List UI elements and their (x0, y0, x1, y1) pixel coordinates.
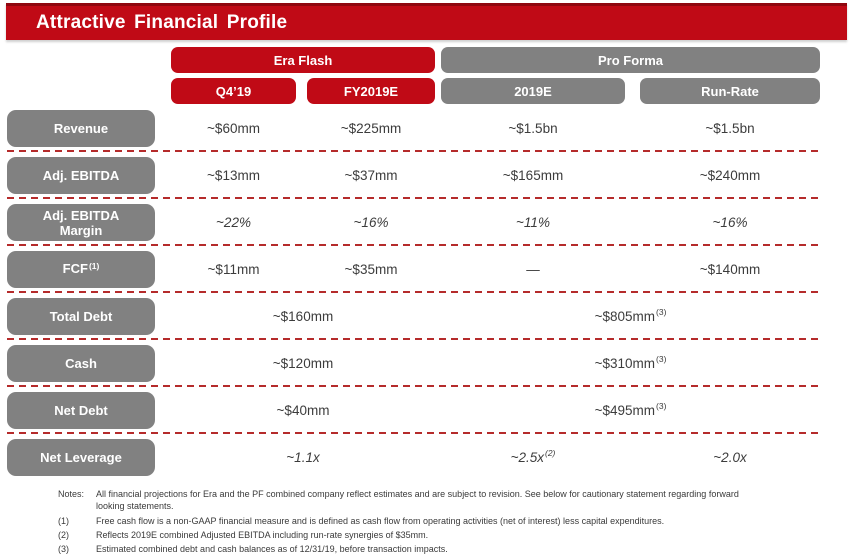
header-col-2019e: 2019E (441, 78, 625, 104)
cell-revenue-run-rate: ~$1.5bn (705, 121, 755, 136)
row-label-text: Adj. EBITDA (42, 168, 120, 183)
cell-adj-ebitda-fy2019e: ~$37mm (344, 168, 398, 183)
table-row-cash: Cash ~$120mm ~$310mm (3) (0, 340, 850, 387)
row-label-adj-ebitda-margin: Adj. EBITDA Margin (7, 204, 155, 241)
page-title: Attractive Financial Profile (36, 12, 288, 33)
row-label-fcf: FCF(1) (7, 251, 155, 288)
row-label-total-debt: Total Debt (7, 298, 155, 335)
table-row-net-leverage: Net Leverage ~1.1x ~2.5x (2) ~2.0x (0, 434, 850, 481)
footnotes: Notes: All financial projections for Era… (58, 489, 788, 555)
row-label-revenue: Revenue (7, 110, 155, 147)
cell-revenue-2019e: ~$1.5bn (508, 121, 558, 136)
footnote-marker: (3) (656, 306, 667, 317)
cell-revenue-fy2019e: ~$225mm (340, 121, 402, 136)
header-col-label: Q4’19 (215, 83, 252, 99)
row-label-cash: Cash (7, 345, 155, 382)
row-label-text: Net Debt (54, 403, 108, 418)
note-label: (3) (58, 544, 69, 554)
table-row-revenue: Revenue ~$60mm ~$225mm ~$1.5bn ~$1.5bn (0, 105, 850, 152)
row-label-text: Revenue (53, 121, 109, 136)
header-col-q419: Q4’19 (171, 78, 296, 104)
note-3: (3) Estimated combined debt and cash bal… (58, 544, 788, 555)
row-label-text: Cash (65, 356, 97, 371)
cell-adj-ebitda-q419: ~$13mm (207, 168, 260, 183)
cell-margin-fy2019e: ~16% (353, 215, 389, 230)
footnote-marker: (1) (88, 261, 100, 271)
note-text: All financial projections for Era and th… (96, 489, 739, 511)
note-label: (1) (58, 516, 69, 526)
cell-margin-q419: ~22% (216, 215, 251, 230)
table-row-fcf: FCF(1) ~$11mm ~$35mm — ~$140mm (0, 246, 850, 293)
header-col-label: 2019E (514, 83, 552, 99)
row-label-text: Adj. EBITDA Margin (42, 207, 120, 238)
row-label-text: Total Debt (49, 309, 113, 324)
table-row-adj-ebitda-margin: Adj. EBITDA Margin ~22% ~16% ~11% ~16% (0, 199, 850, 246)
row-divider (7, 432, 823, 434)
cell-fcf-fy2019e: ~$35mm (344, 262, 398, 277)
row-divider (7, 291, 823, 293)
row-divider (7, 150, 823, 152)
row-label-adj-ebitda: Adj. EBITDA (7, 157, 155, 194)
cell-net-leverage-2019e: ~2.5x (2) (510, 447, 556, 466)
footnote-marker: (2) (545, 447, 556, 458)
cell-revenue-q419: ~$60mm (207, 121, 260, 136)
table-row-adj-ebitda: Adj. EBITDA ~$13mm ~$37mm ~$165mm ~$240m… (0, 152, 850, 199)
row-label-net-leverage: Net Leverage (7, 439, 155, 476)
cell-net-leverage-era: ~1.1x (286, 450, 320, 465)
row-label-net-debt: Net Debt (7, 392, 155, 429)
row-divider (7, 385, 823, 387)
row-label-text: Net Leverage (40, 450, 122, 465)
note-text: Free cash flow is a non-GAAP financial m… (96, 516, 665, 526)
header-col-fy2019e: FY2019E (307, 78, 435, 104)
note-general: Notes: All financial projections for Era… (58, 489, 788, 512)
note-label: (2) (58, 530, 69, 540)
cell-fcf-q419: ~$11mm (207, 262, 260, 277)
title-bar: Attractive Financial Profile (6, 3, 847, 40)
footnote-marker: (3) (656, 353, 667, 364)
cell-cash-pf: ~$310mm (3) (594, 353, 667, 372)
cell-adj-ebitda-2019e: ~$165mm (502, 168, 564, 183)
cell-fcf-2019e: — (526, 262, 540, 277)
header-col-label: Run-Rate (701, 83, 759, 99)
header-group-label: Pro Forma (597, 52, 663, 68)
cell-margin-2019e: ~11% (516, 215, 550, 230)
header-group-label: Era Flash (273, 52, 333, 68)
header-group-era-flash: Era Flash (171, 47, 435, 73)
note-text: Estimated combined debt and cash balance… (96, 544, 448, 554)
note-label: Notes: (58, 489, 85, 499)
header-group-pro-forma: Pro Forma (441, 47, 820, 73)
cell-fcf-run-rate: ~$140mm (699, 262, 761, 277)
header-col-label: FY2019E (343, 83, 399, 99)
cell-net-debt-pf: ~$495mm (3) (594, 400, 667, 419)
note-2: (2) Reflects 2019E combined Adjusted EBI… (58, 530, 788, 542)
row-divider (7, 338, 823, 340)
cell-total-debt-pf: ~$805mm (3) (594, 306, 667, 325)
header-col-run-rate: Run-Rate (640, 78, 820, 104)
cell-margin-run-rate: ~16% (712, 215, 748, 230)
row-label-text: FCF(1) (62, 261, 100, 276)
table-row-net-debt: Net Debt ~$40mm ~$495mm (3) (0, 387, 850, 434)
row-divider (7, 197, 823, 199)
note-1: (1) Free cash flow is a non-GAAP financi… (58, 516, 788, 528)
cell-cash-era: ~$120mm (272, 356, 334, 371)
cell-total-debt-era: ~$160mm (272, 309, 334, 324)
table-row-total-debt: Total Debt ~$160mm ~$805mm (3) (0, 293, 850, 340)
footnote-marker: (3) (656, 400, 667, 411)
cell-adj-ebitda-run-rate: ~$240mm (699, 168, 761, 183)
row-divider (7, 244, 823, 246)
note-text: Reflects 2019E combined Adjusted EBITDA … (96, 530, 429, 540)
cell-net-debt-era: ~$40mm (276, 403, 330, 418)
cell-net-leverage-run-rate: ~2.0x (713, 450, 747, 465)
